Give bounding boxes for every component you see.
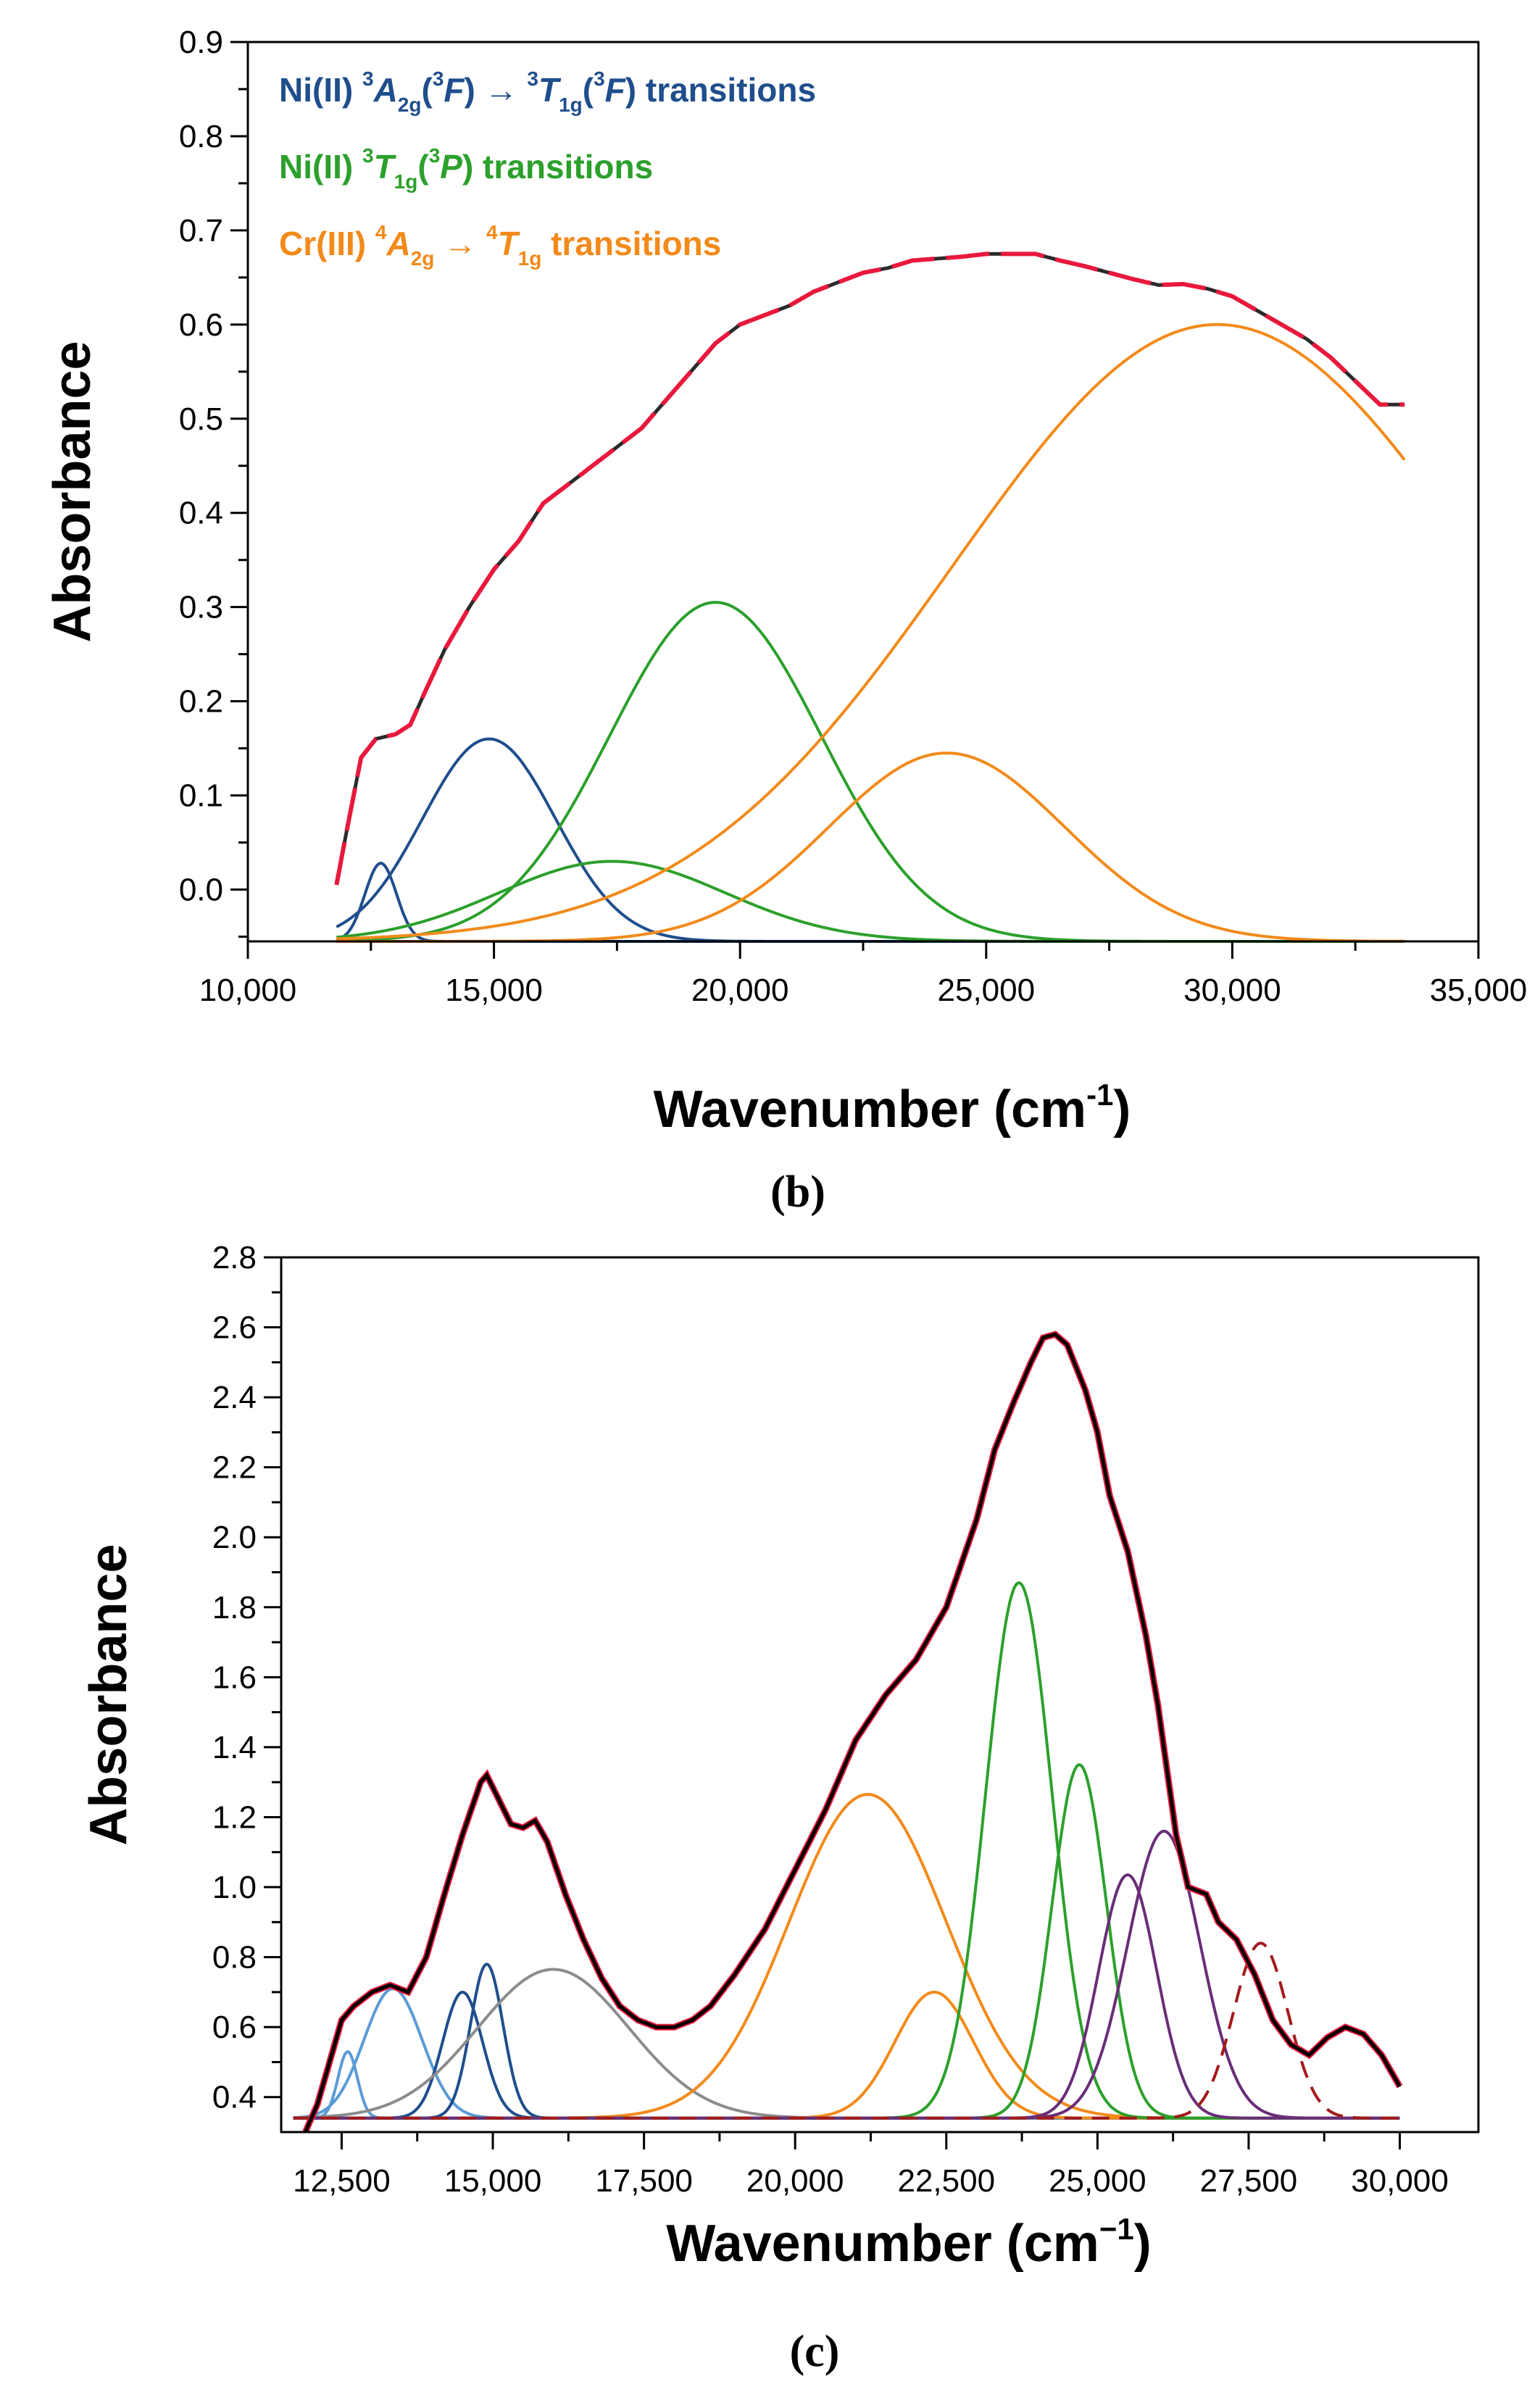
b-x-tick-label: 15,000 [445, 973, 543, 1008]
c-y-tick-label: 2.8 [212, 1240, 257, 1275]
c-x-tick-label: 30,000 [1351, 2163, 1449, 2199]
panel-b-y-axis-label: Absorbance [43, 341, 101, 642]
b-x-tick-label: 10,000 [199, 973, 297, 1008]
b-y-tick-label: 0.1 [179, 778, 223, 814]
b-x-tick-label: 20,000 [691, 973, 789, 1008]
c-x-tick-label: 17,500 [595, 2163, 693, 2199]
c-band-curve-2 [293, 1987, 1400, 2120]
panel-c-band-curves [293, 1581, 1400, 2120]
b-band-curve-5 [336, 752, 1405, 943]
c-x-tick-label: 27,500 [1200, 2163, 1298, 2199]
panel-b-plot-frame [246, 41, 1480, 943]
b-band-curve-2 [336, 737, 1405, 943]
panel-c-x-axis-label: Wavenumber (cm−1) [666, 2212, 1151, 2273]
panel-c-label: (c) [790, 2327, 840, 2376]
panel-b-legend: Ni(II) 3A2g(3F) → 3T1g(3F) transitions Ni… [279, 67, 816, 270]
legend-entry-1: Ni(II) 3A2g(3F) → 3T1g(3F) transitions [279, 67, 816, 116]
panel-c-fit-line [302, 1331, 1403, 2134]
panel-b-band-curves [336, 322, 1406, 943]
panel-b-fit-line [334, 251, 1405, 886]
c-band-curve-7 [293, 1990, 1400, 2120]
b-band-curve-4 [336, 601, 1405, 943]
c-x-tick-label: 15,000 [444, 2163, 542, 2199]
panel-c-chart: 12,500 15,000 17,500 20,000 22,500 25,000 27,5… [80, 1240, 1480, 2376]
legend-entry-2: Ni(II) 3T1g(3P) transitions [279, 144, 653, 193]
panel-b-label: (b) [770, 1167, 825, 1217]
b-y-tick-label: 0.0 [179, 873, 223, 908]
b-y-tick-label: 0.5 [179, 401, 223, 437]
b-band-curve-6 [336, 322, 1406, 941]
b-y-tick-label: 0.7 [179, 213, 223, 249]
c-y-tick-label: 2.2 [212, 1450, 257, 1486]
c-band-curve-12 [293, 1941, 1400, 2120]
c-y-tick-label: 1.2 [212, 1799, 257, 1835]
panel-b-chart: 10,000 15,000 20,000 25,000 30,000 35,000 0.0 0… [43, 25, 1527, 1217]
legend-entry-3: Cr(III) 4A2g → 4T1g transitions [279, 221, 721, 270]
c-y-tick-label: 0.6 [212, 2010, 257, 2045]
c-band-curve-3 [293, 1990, 1400, 2120]
c-y-tick-label: 0.4 [212, 2080, 257, 2115]
b-y-tick-label: 0.4 [179, 496, 223, 531]
b-y-tick-label: 0.2 [179, 684, 223, 720]
panel-b-ticks: 10,000 15,000 20,000 25,000 30,000 35,000 0.0 0… [179, 25, 1527, 1008]
c-x-tick-label: 25,000 [1049, 2163, 1146, 2199]
b-x-tick-label: 25,000 [938, 973, 1036, 1008]
c-y-tick-label: 0.8 [212, 1940, 257, 1976]
c-y-tick-label: 1.8 [212, 1590, 257, 1625]
c-y-tick-label: 1.0 [212, 1870, 257, 1905]
panel-c-plot-frame [280, 1256, 1480, 2134]
b-x-tick-label: 30,000 [1183, 973, 1281, 1008]
b-y-tick-label: 0.8 [179, 119, 223, 154]
panel-c-y-axis-label: Absorbance [80, 1544, 138, 1845]
c-band-curve-4 [293, 1962, 1400, 2120]
c-y-tick-label: 2.0 [212, 1520, 257, 1555]
panel-c-ticks: 12,500 15,000 17,500 20,000 22,500 25,000 27,5… [212, 1240, 1449, 2199]
c-x-tick-label: 12,500 [293, 2163, 391, 2199]
panel-c-experimental-line [304, 1332, 1402, 2134]
c-band-curve-5 [293, 1968, 1400, 2120]
panel-b-x-axis-label: Wavenumber (cm-1) [654, 1078, 1131, 1139]
c-y-tick-label: 2.6 [212, 1310, 257, 1346]
c-y-tick-label: 1.4 [212, 1730, 257, 1765]
b-y-tick-label: 0.9 [179, 25, 223, 60]
b-x-tick-label: 35,000 [1430, 973, 1528, 1008]
c-x-tick-label: 22,500 [897, 2163, 995, 2199]
c-x-tick-label: 20,000 [746, 2163, 844, 2199]
b-y-tick-label: 0.3 [179, 590, 223, 625]
b-y-tick-label: 0.6 [179, 307, 223, 343]
c-y-tick-label: 2.4 [212, 1380, 257, 1415]
c-y-tick-label: 1.6 [212, 1660, 257, 1695]
